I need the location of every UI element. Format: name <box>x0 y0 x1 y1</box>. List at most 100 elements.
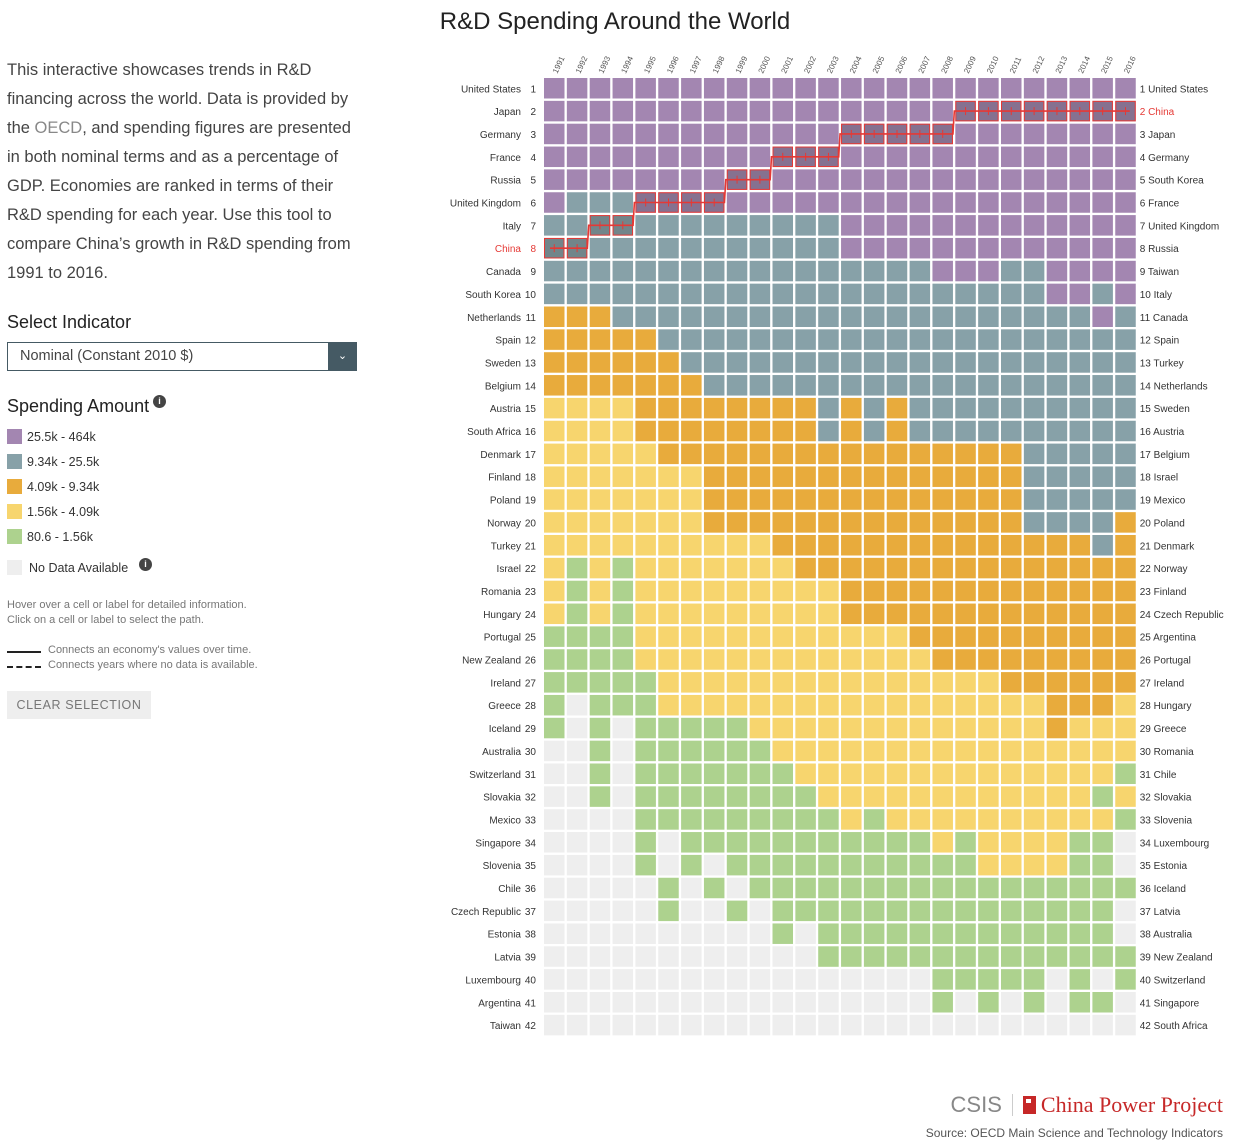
heatmap-cell[interactable] <box>772 832 794 853</box>
heatmap-cell[interactable] <box>841 397 862 419</box>
heatmap-cell[interactable] <box>978 992 999 1013</box>
heatmap-cell[interactable] <box>749 649 771 670</box>
heatmap-cell[interactable] <box>726 512 748 533</box>
heatmap-cell[interactable] <box>749 123 771 145</box>
heatmap-cell[interactable] <box>589 557 611 579</box>
heatmap-cell[interactable] <box>863 900 885 922</box>
heatmap-cell[interactable] <box>589 900 611 922</box>
heatmap-cell[interactable] <box>749 443 771 465</box>
heatmap-cell[interactable] <box>818 237 839 259</box>
heatmap-cell[interactable] <box>1092 535 1113 556</box>
heatmap-cell[interactable] <box>818 649 839 670</box>
heatmap-cell[interactable] <box>1023 146 1045 168</box>
heatmap-cell[interactable] <box>886 420 908 442</box>
heatmap-cell[interactable] <box>955 78 976 99</box>
heatmap-cell[interactable] <box>1069 1014 1091 1036</box>
heatmap-cell[interactable] <box>772 352 794 373</box>
heatmap-cell[interactable] <box>635 900 656 922</box>
heatmap-cell[interactable] <box>612 489 634 510</box>
heatmap-cell[interactable] <box>544 969 565 990</box>
heatmap-cell[interactable] <box>726 832 748 853</box>
heatmap-cell[interactable] <box>909 649 931 670</box>
heatmap-cell[interactable] <box>1069 992 1091 1013</box>
right-economy-label[interactable]: 35 Estonia <box>1140 861 1188 872</box>
heatmap-cell[interactable] <box>886 832 908 853</box>
heatmap-cell[interactable] <box>749 763 771 785</box>
heatmap-cell[interactable] <box>1046 717 1068 739</box>
heatmap-cell[interactable] <box>726 123 748 145</box>
heatmap-cell[interactable] <box>863 603 885 625</box>
heatmap-cell[interactable] <box>955 329 976 350</box>
heatmap-cell[interactable] <box>909 877 931 899</box>
heatmap-cell[interactable] <box>1115 946 1136 967</box>
heatmap-cell[interactable] <box>1023 809 1045 830</box>
heatmap-cell[interactable] <box>589 740 611 762</box>
heatmap-cell[interactable] <box>955 992 976 1013</box>
heatmap-cell[interactable] <box>658 146 679 168</box>
heatmap-cell[interactable] <box>909 192 931 213</box>
heatmap-cell[interactable] <box>886 443 908 465</box>
heatmap-cell[interactable] <box>681 283 702 305</box>
heatmap-cell[interactable] <box>863 443 885 465</box>
heatmap-cell[interactable] <box>932 100 953 122</box>
heatmap-cell[interactable] <box>589 969 611 990</box>
heatmap-cell[interactable] <box>841 969 862 990</box>
heatmap-cell[interactable] <box>703 626 725 647</box>
heatmap-cell[interactable] <box>886 649 908 670</box>
heatmap-cell[interactable] <box>589 694 611 716</box>
heatmap-cell[interactable] <box>841 192 862 213</box>
right-economy-label[interactable]: 2 China <box>1140 107 1175 118</box>
heatmap-cell[interactable] <box>1092 78 1113 99</box>
heatmap-cell[interactable] <box>932 512 953 533</box>
heatmap-cell[interactable] <box>726 100 748 122</box>
heatmap-cell[interactable] <box>703 146 725 168</box>
heatmap-cell[interactable] <box>863 489 885 510</box>
heatmap-cell[interactable] <box>772 535 794 556</box>
year-label[interactable]: 1991 <box>551 54 567 74</box>
heatmap-cell[interactable] <box>566 192 588 213</box>
heatmap-cell[interactable] <box>681 832 702 853</box>
heatmap-cell[interactable] <box>566 260 588 282</box>
legend-item[interactable]: 4.09k - 9.34k <box>7 479 207 497</box>
heatmap-cell[interactable] <box>1046 420 1068 442</box>
heatmap-cell[interactable] <box>612 420 634 442</box>
heatmap-cell[interactable] <box>544 283 565 305</box>
heatmap-cell[interactable] <box>1092 946 1113 967</box>
heatmap-cell[interactable] <box>863 580 885 602</box>
heatmap-cell[interactable] <box>1046 900 1068 922</box>
heatmap-cell[interactable] <box>1115 603 1136 625</box>
heatmap-cell[interactable] <box>544 466 565 487</box>
heatmap-cell[interactable] <box>795 283 816 305</box>
heatmap-cell[interactable] <box>841 923 862 944</box>
heatmap-cell[interactable] <box>1069 740 1091 762</box>
heatmap-cell[interactable] <box>589 146 611 168</box>
heatmap-cell[interactable] <box>1092 443 1113 465</box>
heatmap-cell[interactable] <box>658 809 679 830</box>
heatmap-cell[interactable] <box>658 489 679 510</box>
left-economy-label[interactable]: Romania <box>481 587 521 598</box>
heatmap-cell[interactable] <box>772 215 794 236</box>
heatmap-cell[interactable] <box>749 535 771 556</box>
heatmap-cell[interactable] <box>658 946 679 967</box>
chevron-down-icon[interactable]: ⌄ <box>328 342 357 371</box>
heatmap-cell[interactable] <box>955 146 976 168</box>
heatmap-cell[interactable] <box>703 466 725 487</box>
heatmap-cell[interactable] <box>932 557 953 579</box>
left-economy-label[interactable]: Estonia <box>488 930 522 941</box>
heatmap-cell[interactable] <box>1046 946 1068 967</box>
heatmap-cell[interactable] <box>681 603 702 625</box>
heatmap-cell[interactable] <box>1069 192 1091 213</box>
heatmap-cell[interactable] <box>1023 786 1045 807</box>
heatmap-cell[interactable] <box>818 329 839 350</box>
heatmap-cell[interactable] <box>703 512 725 533</box>
heatmap-cell[interactable] <box>1092 557 1113 579</box>
heatmap-cell[interactable] <box>909 580 931 602</box>
heatmap-cell[interactable] <box>658 237 679 259</box>
heatmap-cell[interactable] <box>726 786 748 807</box>
right-economy-label[interactable]: 15 Sweden <box>1140 404 1190 415</box>
heatmap-cell[interactable] <box>886 237 908 259</box>
heatmap-cell[interactable] <box>1023 192 1045 213</box>
heatmap-cell[interactable] <box>658 672 679 693</box>
heatmap-cell[interactable] <box>703 969 725 990</box>
heatmap-cell[interactable] <box>544 512 565 533</box>
